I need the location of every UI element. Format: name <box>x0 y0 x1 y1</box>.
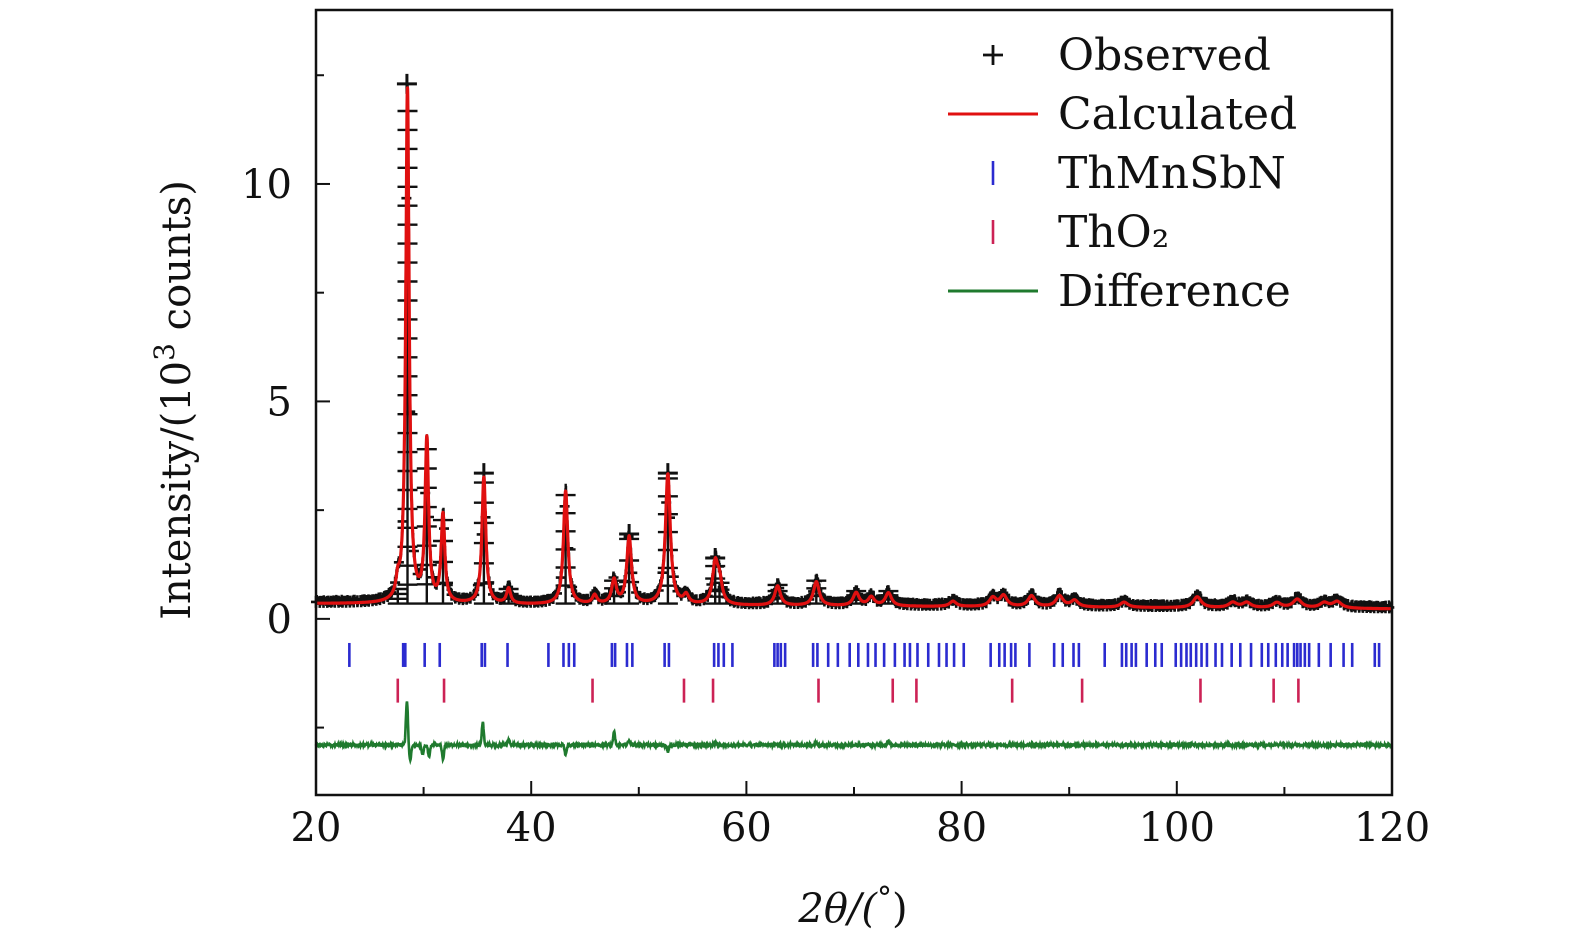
x-tick-label: 100 <box>1139 805 1215 851</box>
axis-ticks <box>315 74 1393 795</box>
legend-symbol-plus <box>983 45 1003 65</box>
tick-labels: 20 40 60 80 100 120 0 5 10 <box>241 162 1430 851</box>
legend-entry-0: Observed <box>983 30 1271 81</box>
plot-area <box>311 73 1395 766</box>
calculated-line <box>314 86 1394 611</box>
y-tick-label: 10 <box>241 162 292 208</box>
legend-entry-4: Difference <box>948 266 1291 317</box>
legend-label: Calculated <box>1058 89 1297 140</box>
y-axis-title: Intensity/(103 counts) <box>148 180 200 620</box>
x-tick-label: 20 <box>291 805 342 851</box>
legend-entry-3: ThO₂ <box>991 207 1169 258</box>
legend-label: Difference <box>1058 266 1291 317</box>
y-tick-label: 0 <box>267 597 292 643</box>
y-tick-label: 5 <box>267 379 292 425</box>
x-tick-label: 60 <box>721 805 772 851</box>
x-axis-title: 2θ/(°) <box>797 881 907 932</box>
legend-entry-1: Calculated <box>948 89 1297 140</box>
difference-line <box>314 701 1393 766</box>
legend-label: ThO₂ <box>1058 207 1169 258</box>
x-tick-label: 80 <box>936 805 987 851</box>
legend-label: Observed <box>1058 30 1271 81</box>
reflections-thmnsbn <box>348 642 1381 667</box>
reflections-tho2 <box>396 678 1300 703</box>
x-tick-label: 120 <box>1354 805 1430 851</box>
legend-entry-2: ThMnSbN <box>991 148 1286 199</box>
legend: Observed Calculated ThMnSbN ThO₂ Difference <box>948 30 1297 317</box>
legend-label: ThMnSbN <box>1058 148 1286 199</box>
x-tick-label: 40 <box>506 805 557 851</box>
